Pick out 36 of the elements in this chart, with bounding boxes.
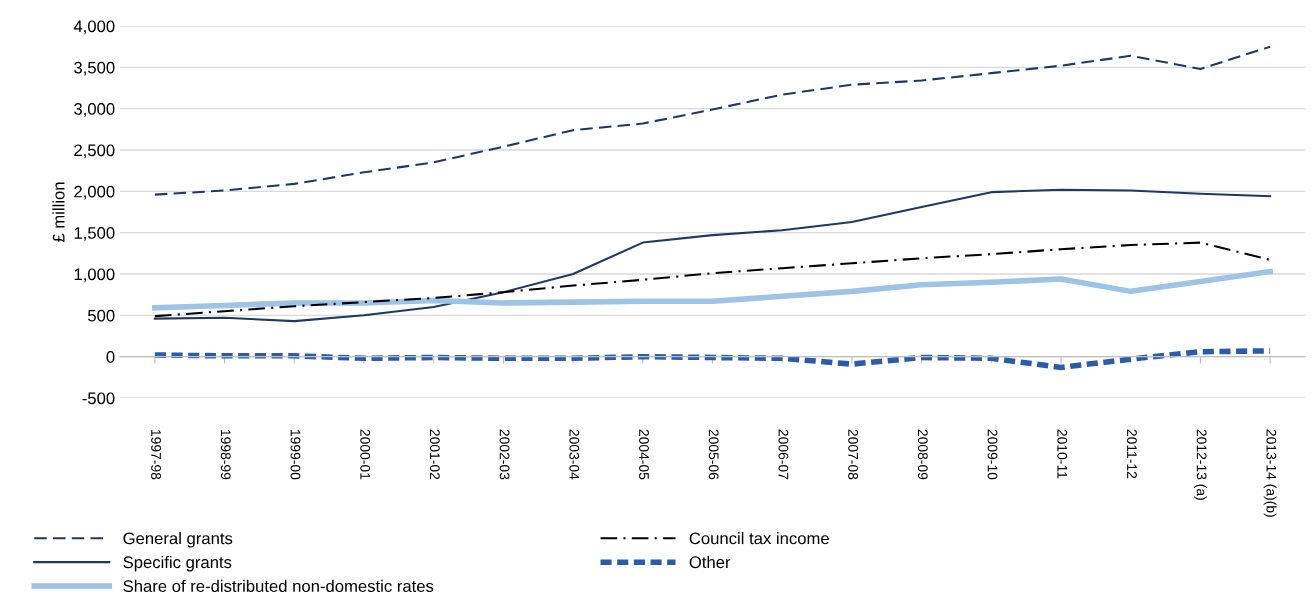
x-tick-label: 2000-01 [360, 429, 371, 480]
x-tick-label: 2009-10 [987, 429, 998, 480]
y-tick-label: 0 [106, 351, 115, 363]
x-tick-label: 2004-05 [639, 429, 649, 480]
y-tick-label: 1,500 [74, 227, 115, 241]
x-tick-label: 2001-02 [429, 429, 440, 480]
legend-label: General grants [123, 532, 233, 548]
x-tick-label: 2002-03 [499, 429, 510, 480]
x-tick-label: 2010-11 [1057, 429, 1068, 479]
legend-label: Share of re-distributed non-domestic rates [123, 579, 434, 593]
line-series [153, 45, 1272, 196]
y-tick-label: 2,000 [74, 185, 115, 200]
y-tick-label: 4,000 [73, 20, 115, 35]
legend-label: Other [689, 555, 731, 569]
x-tick-label: 1997-98 [151, 429, 161, 480]
x-tick-label: 2006-07 [778, 429, 789, 480]
x-tick-label: 1998-99 [220, 429, 231, 480]
y-tick-label: 1,000 [74, 268, 115, 283]
x-tick-label: 2003-04 [569, 429, 580, 480]
x-tick-label: 2007-08 [848, 429, 859, 480]
x-tick-label: 2008-09 [917, 429, 928, 480]
line-series [153, 241, 1272, 318]
y-tick-label: 3,500 [74, 61, 115, 76]
y-axis-title: £ million [52, 182, 65, 243]
legend-label: Council tax income [689, 532, 829, 545]
y-tick-label: 2,500 [74, 144, 115, 159]
y-tick-label: 500 [88, 309, 115, 322]
x-tick-label: 2011-12 [1127, 429, 1137, 479]
x-tick-label: 1999-00 [290, 429, 301, 480]
legend-label: Specific grants [123, 555, 232, 572]
x-tick-label: 2013-14 (a)(b) [1263, 429, 1277, 517]
y-tick-label: 3,000 [74, 103, 115, 117]
x-tick-label: 2005-06 [708, 429, 719, 480]
line-series [153, 188, 1272, 323]
y-tick-label: -500 [82, 392, 115, 405]
x-tick-label: 2012-13 (a) [1193, 429, 1207, 500]
